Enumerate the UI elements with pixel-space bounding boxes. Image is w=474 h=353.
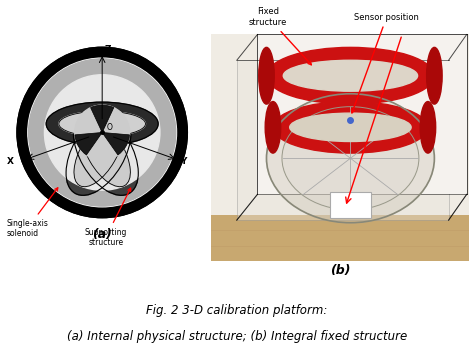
Ellipse shape (290, 113, 411, 142)
Wedge shape (91, 105, 114, 132)
Ellipse shape (59, 111, 146, 137)
Wedge shape (75, 132, 102, 155)
Circle shape (75, 105, 129, 160)
Ellipse shape (420, 102, 436, 153)
Circle shape (45, 75, 160, 190)
FancyBboxPatch shape (211, 215, 469, 262)
Ellipse shape (259, 47, 274, 104)
Text: (b): (b) (330, 264, 350, 277)
Text: Z: Z (105, 44, 111, 54)
Ellipse shape (427, 47, 442, 104)
Ellipse shape (266, 94, 434, 223)
Ellipse shape (73, 110, 138, 195)
FancyBboxPatch shape (211, 35, 469, 262)
Text: Fig. 2 3-D calibration platform:: Fig. 2 3-D calibration platform: (146, 304, 328, 317)
Text: (a) Internal physical structure; (b) Integral fixed structure: (a) Internal physical structure; (b) Int… (67, 330, 407, 343)
Text: O: O (107, 122, 112, 132)
Circle shape (28, 58, 176, 207)
Circle shape (17, 47, 187, 218)
Text: Sensor position: Sensor position (352, 13, 419, 113)
Ellipse shape (46, 102, 158, 145)
Text: Fixed
structure: Fixed structure (248, 7, 311, 65)
Ellipse shape (282, 107, 419, 210)
Circle shape (27, 57, 178, 208)
Circle shape (28, 59, 176, 206)
Wedge shape (102, 132, 129, 155)
Ellipse shape (74, 119, 123, 187)
Text: X: X (7, 157, 14, 166)
Circle shape (17, 47, 187, 218)
FancyBboxPatch shape (330, 192, 371, 217)
FancyBboxPatch shape (237, 60, 448, 220)
Ellipse shape (266, 47, 434, 104)
Ellipse shape (66, 110, 131, 195)
Ellipse shape (283, 60, 418, 91)
Text: Supporting
structure: Supporting structure (84, 188, 131, 247)
Text: Single-axis
solenoid: Single-axis solenoid (6, 188, 58, 239)
Ellipse shape (81, 119, 130, 187)
FancyBboxPatch shape (257, 35, 467, 195)
Text: (a): (a) (92, 228, 112, 241)
Ellipse shape (265, 102, 281, 153)
Ellipse shape (273, 102, 428, 153)
Text: Y: Y (180, 157, 186, 166)
